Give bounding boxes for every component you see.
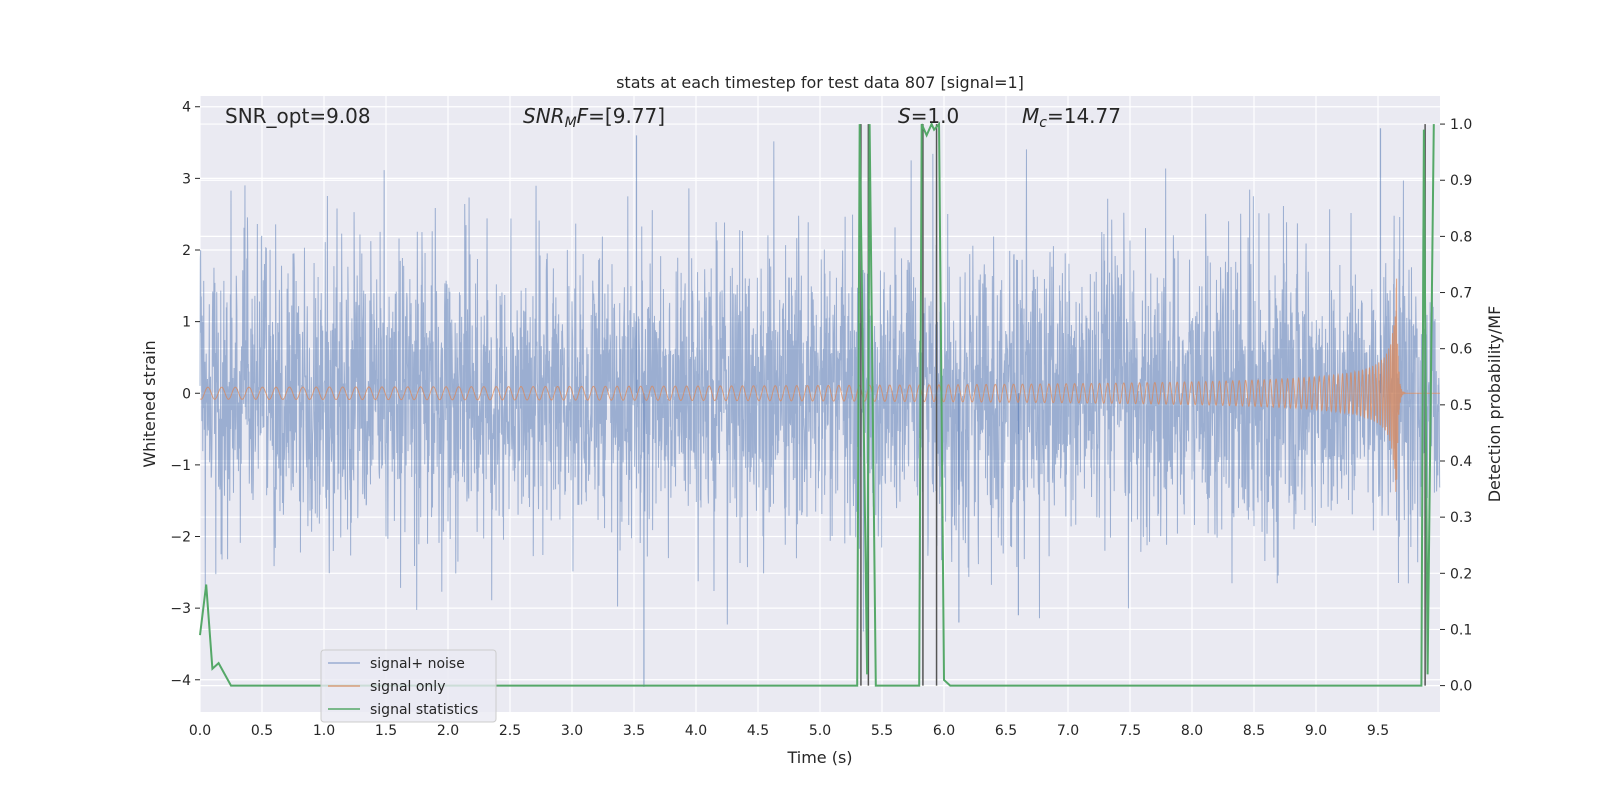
y-left-tick-label: −2 (170, 530, 191, 546)
annotation-mc: Mc=14.77 (1022, 104, 1121, 131)
y-right-tick-label: 0.6 (1450, 342, 1472, 358)
y-right-tick-label: 0.0 (1450, 679, 1472, 695)
x-tick-label: 7.5 (1119, 723, 1141, 739)
y-right-axis-ticks: 1.0 0.9 0.8 0.7 0.6 0.5 0.4 0.3 0.2 0.1 0.0 (1440, 117, 1472, 695)
x-tick-label: 6.0 (933, 723, 955, 739)
y-right-tick-label: 0.3 (1450, 510, 1472, 526)
x-tick-label: 1.5 (375, 723, 397, 739)
x-tick-label: 9.0 (1305, 723, 1327, 739)
x-tick-label: 8.5 (1243, 723, 1265, 739)
x-tick-label: 0.5 (251, 723, 273, 739)
y-right-tick-label: 0.5 (1450, 398, 1472, 414)
x-tick-label: 3.0 (561, 723, 583, 739)
x-tick-label: 4.0 (685, 723, 707, 739)
y-right-tick-label: 0.4 (1450, 454, 1472, 470)
snr-mf-symbol: SNR (523, 104, 565, 128)
line-signal-only (199, 278, 1440, 492)
mc-value: =14.77 (1047, 104, 1121, 128)
snr-mf-value: =[9.77] (588, 104, 665, 128)
x-tick-label: 5.0 (809, 723, 831, 739)
annotation-snr-opt: SNR_opt=9.08 (225, 104, 371, 128)
x-tick-label: 4.5 (747, 723, 769, 739)
legend-label-signal-noise: signal+ noise (370, 656, 465, 672)
x-tick-label: 2.5 (499, 723, 521, 739)
annotation-s: S=1.0 (898, 104, 959, 128)
x-tick-label: 0.0 (189, 723, 211, 739)
x-tick-label: 5.5 (871, 723, 893, 739)
y-right-tick-label: 0.7 (1450, 286, 1472, 302)
x-axis-ticks: 0.0 0.5 1.0 1.5 2.0 2.5 3.0 3.5 4.0 4.5 5.0 5.5 6.0 6… (189, 723, 1389, 739)
y-left-tick-label: −3 (170, 601, 191, 617)
legend-label-signal-only: signal only (370, 679, 445, 695)
y-right-tick-label: 0.8 (1450, 229, 1472, 245)
x-tick-label: 1.0 (313, 723, 335, 739)
y-right-tick-label: 0.1 (1450, 622, 1472, 638)
s-symbol: S (898, 104, 911, 128)
x-tick-label: 7.0 (1057, 723, 1079, 739)
y-left-tick-label: 1 (182, 315, 191, 331)
y-left-tick-label: 4 (182, 100, 191, 116)
series-signal-only (199, 278, 1440, 492)
series-signal-statistics (199, 121, 1435, 687)
s-value: =1.0 (911, 104, 960, 128)
x-tick-label: 2.0 (437, 723, 459, 739)
snr-mf-symbol-2: F (577, 104, 589, 128)
x-tick-label: 6.5 (995, 723, 1017, 739)
y-left-axis-label: Whitened strain (140, 340, 159, 467)
mc-subscript: c (1039, 115, 1047, 131)
line-signal-noise (199, 141, 1441, 632)
x-tick-label: 3.5 (623, 723, 645, 739)
x-axis-label: Time (s) (786, 748, 852, 767)
snr-mf-subscript: M (565, 115, 577, 131)
legend-label-signal-statistics: signal statistics (370, 702, 478, 718)
y-left-axis-ticks: 4 3 2 1 0 −1 −2 −3 −4 (170, 100, 200, 689)
y-left-tick-label: 3 (182, 171, 191, 187)
y-right-tick-label: 1.0 (1450, 117, 1472, 133)
y-right-axis-label: Detection probability/MF (1485, 306, 1504, 503)
y-left-tick-label: 0 (182, 386, 191, 402)
mc-symbol: M (1022, 104, 1039, 128)
y-left-tick-label: 2 (182, 243, 191, 259)
x-tick-label: 8.0 (1181, 723, 1203, 739)
y-left-tick-label: −1 (170, 458, 191, 474)
y-right-tick-label: 0.2 (1450, 566, 1472, 582)
legend: signal+ noise signal only signal statist… (320, 649, 497, 723)
x-tick-label: 9.5 (1367, 723, 1389, 739)
chart-title: stats at each timestep for test data 807… (616, 73, 1024, 92)
series-signal-noise (199, 128, 1441, 687)
legend-box (320, 649, 497, 723)
y-left-tick-label: −4 (170, 673, 191, 689)
y-right-tick-label: 0.9 (1450, 173, 1472, 189)
line-signal-statistics (199, 121, 1435, 687)
annotation-snr-mf: SNRMF=[9.77] (523, 104, 665, 131)
